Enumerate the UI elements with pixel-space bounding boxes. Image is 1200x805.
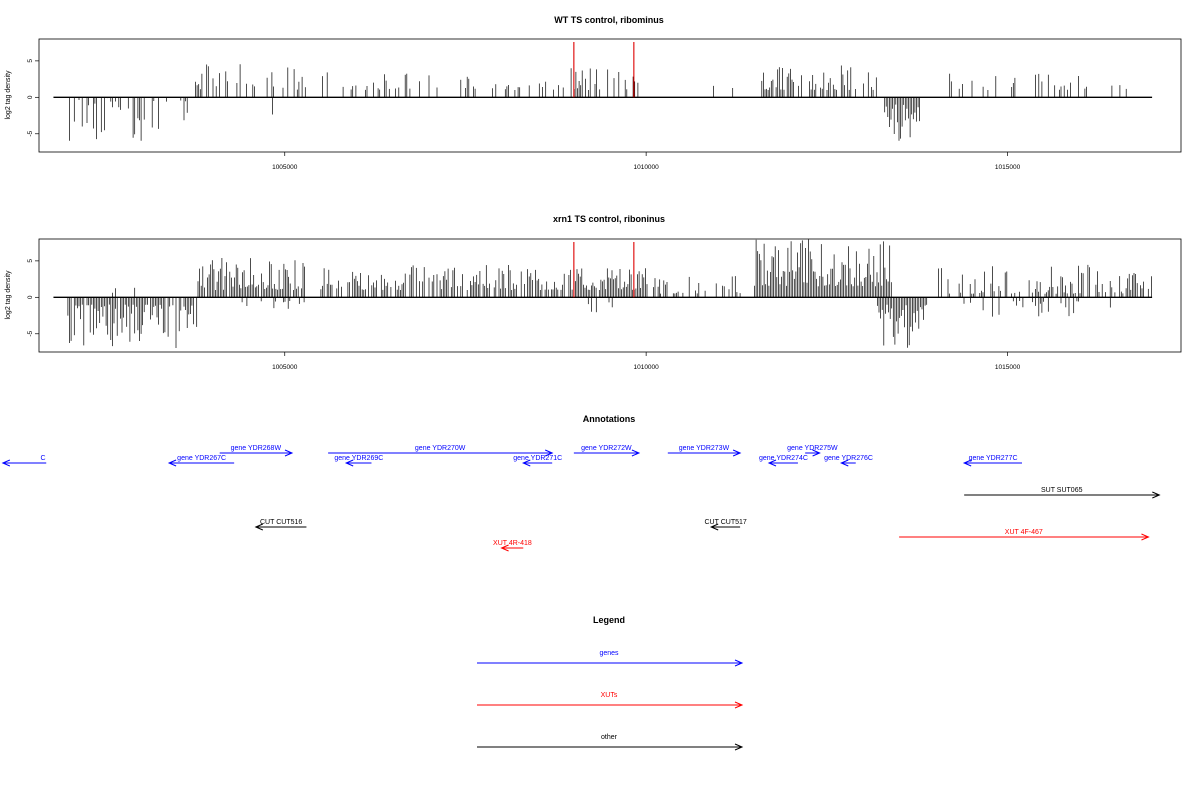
feature-label: gene YDR272W xyxy=(581,445,632,452)
coverage-bars xyxy=(69,64,1127,141)
feature-arrow xyxy=(899,533,1150,541)
xrn1-coverage-panel: xrn1 TS control, riboninus log2 tag dens… xyxy=(5,214,1182,371)
annotation-feature: XUT 4R-418 xyxy=(493,540,532,552)
feature-label: SUT SUT065 xyxy=(1041,487,1083,494)
feature-arrow xyxy=(254,523,307,531)
y-tick-label: 0 xyxy=(27,95,34,99)
feature-arrow xyxy=(521,459,553,467)
y-tick-label: 5 xyxy=(27,259,34,263)
legend-label: genes xyxy=(599,650,619,657)
axes: -5 0 5 1005000 1010000 1015000 xyxy=(27,42,1153,171)
feature-label: gene YDR271C xyxy=(513,455,562,462)
wt-coverage-panel: WT TS control, ribominus log2 tag densit… xyxy=(5,15,1182,171)
plot-frame xyxy=(38,238,1182,353)
y-axis-label: log2 tag density xyxy=(5,270,12,320)
y-tick-label: -5 xyxy=(27,331,34,337)
feature-label: gene YDR267C xyxy=(177,455,226,462)
feature-label: gene YDR268W xyxy=(231,445,282,452)
annotation-feature: C xyxy=(1,455,47,467)
annotation-feature: gene YDR271C xyxy=(513,455,562,467)
coverage-bars xyxy=(67,239,1152,348)
legend-title: Legend xyxy=(593,615,625,625)
axes: -5 0 5 1005000 1010000 1015000 xyxy=(27,242,1153,371)
x-tick-label: 1005000 xyxy=(272,364,298,371)
legend-items: genes XUTs other xyxy=(477,650,744,751)
panel-title: xrn1 TS control, riboninus xyxy=(553,214,665,224)
feature-label: gene YDR276C xyxy=(824,455,873,462)
x-tick-label: 1015000 xyxy=(995,364,1021,371)
annotation-feature: gene YDR270W xyxy=(328,445,554,457)
annotation-feature: gene YDR275W xyxy=(787,445,838,457)
annotation-feature: SUT SUT065 xyxy=(964,487,1161,499)
y-axis-label: log2 tag density xyxy=(5,70,12,120)
plot-frame xyxy=(38,38,1182,153)
annotation-feature: CUT CUT517 xyxy=(705,519,747,531)
legend-arrow xyxy=(477,659,744,667)
feature-arrow xyxy=(167,459,235,467)
feature-arrow xyxy=(840,459,856,467)
annotation-feature: gene YDR273W xyxy=(667,445,742,457)
legend-item: other xyxy=(477,734,744,751)
feature-arrow xyxy=(344,459,372,467)
feature-arrow xyxy=(767,459,798,467)
annotation-feature: XUT 4F-467 xyxy=(899,529,1150,541)
feature-label: XUT 4F-467 xyxy=(1005,529,1043,536)
feature-label: gene YDR275W xyxy=(787,445,838,452)
feature-arrow xyxy=(573,449,641,457)
y-tick-label: 5 xyxy=(27,59,34,63)
feature-label: CUT CUT517 xyxy=(705,519,747,526)
legend-arrow xyxy=(477,743,744,751)
annotation-feature: gene YDR269C xyxy=(334,455,383,467)
feature-arrow xyxy=(805,449,821,457)
y-tick-label: 0 xyxy=(27,295,34,299)
legend-arrow xyxy=(477,701,744,709)
legend-item: XUTs xyxy=(477,692,744,709)
feature-arrow xyxy=(964,491,1161,499)
annotation-feature: gene YDR268W xyxy=(219,445,294,457)
annotations-title: Annotations xyxy=(583,414,636,424)
y-tick-label: -5 xyxy=(27,131,34,137)
feature-label: gene YDR274C xyxy=(759,455,808,462)
feature-arrow xyxy=(962,459,1022,467)
legend-item: genes xyxy=(477,650,744,667)
feature-arrow xyxy=(328,449,554,457)
feature-arrow xyxy=(219,449,294,457)
feature-arrow xyxy=(709,523,741,531)
feature-label: gene YDR273W xyxy=(679,445,730,452)
annotation-feature: gene YDR276C xyxy=(824,455,873,467)
legend-panel: Legend genes XUTs other xyxy=(477,615,744,751)
feature-label: CUT CUT516 xyxy=(260,519,302,526)
panel-title: WT TS control, ribominus xyxy=(554,15,664,25)
feature-label: C xyxy=(40,455,45,462)
feature-arrow xyxy=(667,449,742,457)
feature-label: gene YDR270W xyxy=(415,445,466,452)
annotation-feature: gene YDR267C xyxy=(167,455,235,467)
annotation-feature: gene YDR274C xyxy=(759,455,808,467)
feature-label: XUT 4R-418 xyxy=(493,540,532,547)
annotation-feature: gene YDR272W xyxy=(573,445,641,457)
annotation-feature: gene YDR277C xyxy=(962,455,1022,467)
feature-label: gene YDR269C xyxy=(334,455,383,462)
feature-arrow xyxy=(500,544,524,552)
x-tick-label: 1010000 xyxy=(633,364,659,371)
feature-label: gene YDR277C xyxy=(969,455,1018,462)
legend-label: XUTs xyxy=(601,692,618,699)
feature-arrow xyxy=(1,459,47,467)
x-tick-label: 1015000 xyxy=(995,164,1021,171)
annotation-feature: CUT CUT516 xyxy=(254,519,307,531)
legend-label: other xyxy=(601,734,618,741)
x-tick-label: 1010000 xyxy=(633,164,659,171)
x-tick-label: 1005000 xyxy=(272,164,298,171)
